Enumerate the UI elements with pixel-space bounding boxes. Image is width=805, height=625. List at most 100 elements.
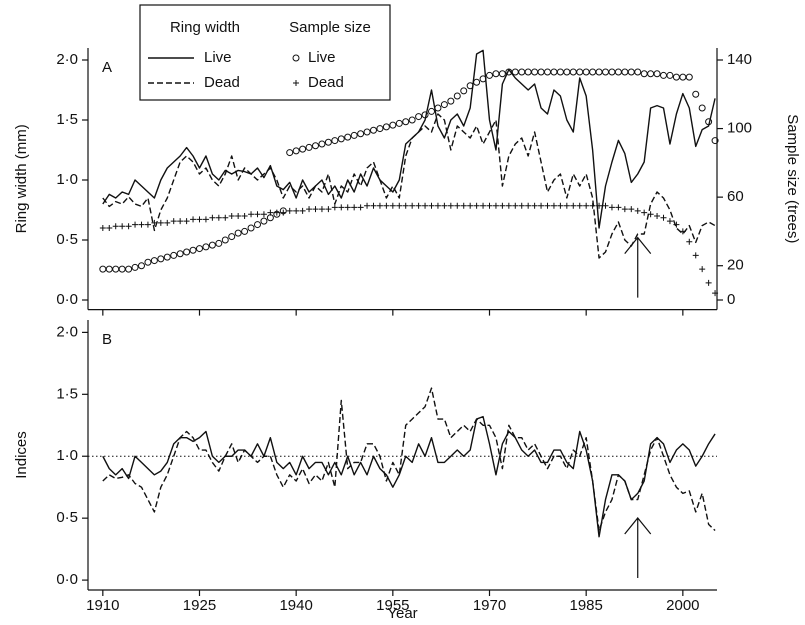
- sample-point: [569, 68, 577, 76]
- sample-point: [524, 68, 532, 76]
- legend-marker: [293, 80, 299, 86]
- y2-tick-label: 100: [727, 120, 752, 137]
- sample-point: [363, 128, 371, 136]
- sample-point: [183, 248, 191, 256]
- sample-point: [512, 202, 519, 209]
- sample-point: [666, 218, 673, 225]
- sample-point: [144, 258, 152, 266]
- sample-point: [705, 279, 712, 286]
- sample-point: [628, 206, 635, 213]
- y-tick-label: 1·0: [56, 171, 78, 188]
- sample-point: [344, 204, 351, 211]
- sample-point: [434, 104, 442, 112]
- sample-point: [241, 227, 249, 235]
- sample-point: [331, 137, 339, 145]
- sample-point: [222, 214, 229, 221]
- sample-point: [395, 119, 403, 127]
- legend-title: Ring width: [170, 19, 240, 36]
- arrow: [624, 236, 652, 298]
- sample-point: [125, 223, 132, 230]
- sample-point: [408, 116, 416, 124]
- legend-label: Dead: [204, 74, 240, 91]
- sample-point: [286, 149, 294, 157]
- sample-point: [608, 68, 616, 76]
- sample-point: [660, 214, 667, 221]
- sample-point: [486, 71, 494, 79]
- sample-point: [138, 221, 145, 228]
- sample-point: [499, 202, 506, 209]
- sample-point: [570, 202, 577, 209]
- x-tick-label: 1925: [183, 597, 216, 614]
- sample-point: [183, 218, 190, 225]
- sample-point: [492, 70, 500, 78]
- sample-point: [350, 131, 358, 139]
- sample-point: [382, 123, 390, 131]
- sample-point: [531, 202, 538, 209]
- y2-tick-label: 20: [727, 257, 744, 274]
- sample-point: [311, 142, 319, 150]
- sample-point: [673, 221, 680, 228]
- sample-point: [364, 202, 371, 209]
- sample-point: [589, 68, 597, 76]
- panel-label: B: [102, 331, 112, 348]
- sample-point: [189, 246, 197, 254]
- sample-point: [402, 202, 409, 209]
- sample-point: [324, 138, 332, 146]
- y-tick-label: 1·0: [56, 447, 78, 464]
- sample-point: [614, 68, 622, 76]
- sample-point: [125, 265, 133, 273]
- sample-point: [99, 265, 107, 273]
- series-line: [102, 49, 716, 229]
- sample-point: [299, 145, 307, 153]
- sample-point: [486, 202, 493, 209]
- sample-point: [692, 90, 700, 98]
- sample-point: [460, 87, 468, 95]
- sample-point: [679, 228, 686, 235]
- sample-point: [647, 211, 654, 218]
- sample-point: [467, 202, 474, 209]
- sample-point: [150, 257, 158, 265]
- sample-point: [254, 211, 261, 218]
- sample-point: [325, 206, 332, 213]
- sample-point: [479, 75, 487, 83]
- sample-point: [447, 202, 454, 209]
- sample-point: [337, 135, 345, 143]
- sample-point: [338, 204, 345, 211]
- sample-point: [428, 202, 435, 209]
- sample-point: [511, 68, 519, 76]
- sample-point: [99, 225, 106, 231]
- sample-point: [627, 68, 635, 76]
- legend-title: Sample size: [289, 19, 371, 36]
- sample-point: [260, 211, 267, 218]
- sample-point: [518, 68, 526, 76]
- sample-point: [698, 104, 706, 112]
- sample-point: [705, 118, 713, 126]
- sample-point: [434, 202, 441, 209]
- sample-point: [460, 202, 467, 209]
- sample-point: [208, 241, 216, 249]
- sample-point: [112, 265, 120, 273]
- sample-point: [163, 253, 171, 261]
- sample-point: [660, 71, 668, 79]
- sample-point: [357, 204, 364, 211]
- sample-point: [266, 214, 274, 222]
- sample-point: [195, 245, 203, 253]
- sample-point: [331, 204, 338, 211]
- y2-tick-label: 60: [727, 188, 744, 205]
- y-axis-label: Indices: [13, 431, 30, 479]
- sample-point: [473, 78, 481, 86]
- sample-point: [234, 229, 242, 237]
- x-tick-label: 1970: [473, 597, 506, 614]
- sample-point: [157, 219, 164, 226]
- sample-point: [131, 263, 139, 271]
- sample-point: [228, 233, 236, 241]
- sample-point: [209, 214, 216, 221]
- legend-marker: [292, 54, 300, 62]
- sample-point: [544, 202, 551, 209]
- sample-point: [170, 251, 178, 259]
- sample-point: [157, 255, 165, 263]
- sample-point: [672, 73, 680, 81]
- sample-point: [370, 202, 377, 209]
- series-line: [102, 387, 716, 532]
